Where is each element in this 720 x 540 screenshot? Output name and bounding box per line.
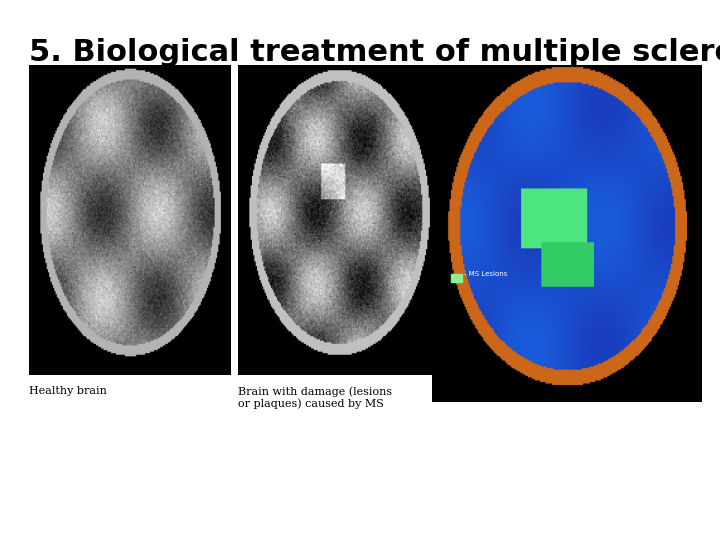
Text: Healthy brain: Healthy brain [29,386,107,396]
Text: Brain with damage (lesions
or plaques) caused by MS: Brain with damage (lesions or plaques) c… [238,386,392,409]
Text: 5. Biological treatment of multiple sclerosis: 5. Biological treatment of multiple scle… [29,38,720,67]
Text: - MS Lesions: - MS Lesions [464,271,508,277]
Text: Plaques: Plaques [328,71,374,84]
Bar [451,274,462,282]
